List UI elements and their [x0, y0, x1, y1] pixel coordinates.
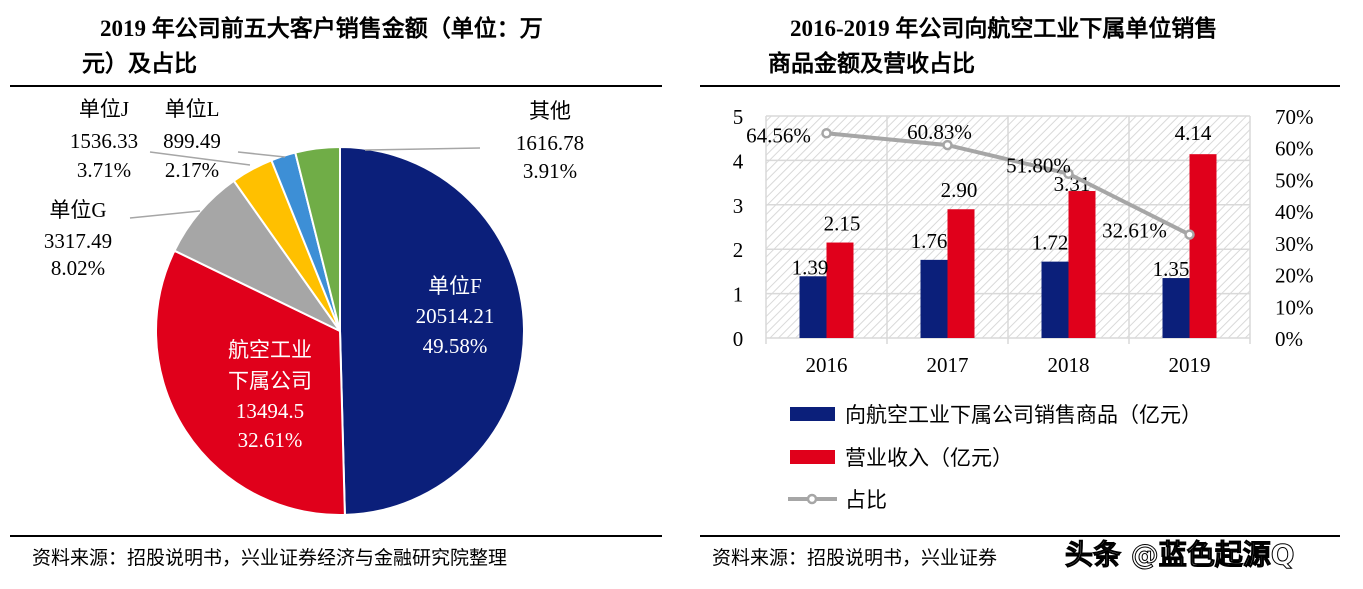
x-tick-label: 2019 — [1169, 353, 1211, 377]
bar-revenue-2018 — [1068, 191, 1096, 338]
data-label-revenue: 2.90 — [941, 178, 978, 202]
y2-tick-label: 10% — [1275, 295, 1314, 319]
bar-revenue-2019 — [1189, 154, 1217, 338]
pie-slice-1 — [155, 249, 346, 516]
pie-label-4-0: 单位L — [165, 97, 220, 121]
y2-tick-label: 30% — [1275, 232, 1314, 256]
pie-label-3-1: 1536.33 — [70, 129, 138, 153]
data-label-share: 51.80% — [1006, 154, 1071, 178]
pie-slice-2 — [173, 179, 341, 332]
y-tick-label: 2 — [733, 238, 744, 262]
pie-label-0-1: 20514.21 — [416, 304, 495, 328]
x-tick-label: 2018 — [1048, 353, 1090, 377]
right-top-rule — [700, 85, 1340, 87]
y2-tick-label: 20% — [1275, 264, 1314, 288]
pie-label-2-2: 8.02% — [51, 256, 105, 280]
pie-slice-5 — [294, 145, 341, 332]
data-label-revenue: 2.15 — [824, 212, 861, 236]
y-tick-label: 1 — [733, 283, 744, 307]
legend-label-2: 占比 — [845, 488, 887, 512]
data-label-sales: 1.39 — [792, 255, 829, 279]
pie-label-5-2: 3.91% — [523, 159, 577, 183]
y-tick-label: 0 — [733, 327, 744, 351]
bar-向航空-2019 — [1162, 278, 1190, 338]
x-tick-label: 2016 — [806, 353, 848, 377]
bar-向航空-2018 — [1041, 261, 1069, 338]
right-source: 资料来源：招股说明书，兴业证券 — [712, 548, 998, 569]
pie-label-1-0: 航空工业 — [228, 338, 312, 362]
legend-label-0: 向航空工业下属公司销售商品（亿元） — [845, 403, 1202, 427]
data-label-sales: 1.72 — [1032, 231, 1069, 255]
line-point — [1063, 168, 1074, 179]
y2-tick-label: 60% — [1275, 137, 1314, 161]
y-tick-label: 5 — [733, 105, 744, 129]
y2-tick-label: 50% — [1275, 168, 1314, 192]
leader-line-1 — [149, 151, 251, 166]
bar-向航空-2016 — [799, 276, 827, 338]
y-tick-label: 4 — [733, 149, 744, 173]
line-share — [826, 131, 1191, 237]
leader-line-3 — [364, 147, 481, 151]
right-title-line1: 2016-2019 年公司向航空工业下属单位销售 — [790, 16, 1218, 41]
legend-swatch-1 — [790, 450, 835, 464]
leader-line-0 — [129, 210, 201, 219]
bar-line-chart: 0123450%10%20%30%40%50%60%70%1.392.15201… — [733, 105, 1314, 512]
left-title-line1: 2019 年公司前五大客户销售金额（单位：万 — [100, 16, 543, 41]
right-title-line2: 商品金额及营收占比 — [768, 51, 975, 76]
pie-label-5-1: 1616.78 — [516, 131, 584, 155]
line-point — [942, 139, 953, 151]
pie-chart: 单位F 20514.21 49.58% 航空工业下属公司 13494.5 32.61% 单位… — [44, 97, 584, 516]
data-label-share: 60.83% — [907, 120, 972, 144]
x-tick-label: 2017 — [927, 353, 969, 377]
legend-label-1: 营业收入（亿元） — [845, 446, 1013, 470]
pie-label-3-0: 单位J — [79, 97, 129, 121]
pie-label-0-0: 单位F — [428, 274, 482, 298]
data-label-revenue: 4.14 — [1175, 121, 1212, 145]
pie-label-1-3: 32.61% — [238, 428, 303, 452]
bar-revenue-2016 — [826, 242, 854, 338]
data-label-share: 32.61% — [1102, 219, 1167, 243]
pie-label-3-2: 3.71% — [77, 158, 131, 182]
y2-tick-label: 0% — [1275, 327, 1303, 351]
pie-label-2-1: 3317.49 — [44, 229, 112, 253]
left-top-rule — [10, 85, 662, 87]
left-title-line2: 元）及占比 — [82, 51, 197, 76]
pie-label-1-1: 下属公司 — [228, 369, 312, 393]
left-bottom-rule — [10, 535, 662, 537]
left-source: 资料来源：招股说明书，兴业证券经济与金融研究院整理 — [32, 548, 508, 569]
legend-swatch-0 — [790, 407, 835, 421]
legend-line-marker — [806, 493, 818, 505]
data-label-share: 64.56% — [746, 123, 811, 147]
line-point — [821, 128, 832, 139]
watermark: 头条 @蓝色起源Q — [1065, 538, 1296, 572]
pie-label-4-1: 899.49 — [163, 129, 221, 153]
data-label-sales: 1.76 — [911, 229, 948, 253]
bar-向航空-2017 — [920, 259, 948, 338]
data-label-sales: 1.35 — [1153, 257, 1190, 281]
pie-label-5-0: 其他 — [529, 99, 571, 123]
bar-revenue-2017 — [947, 209, 975, 338]
y-tick-label: 3 — [733, 194, 744, 218]
right-bottom-rule — [700, 535, 1340, 537]
pie-label-0-2: 49.58% — [423, 334, 488, 358]
pie-slice-0 — [339, 145, 525, 516]
y2-tick-label: 40% — [1275, 200, 1314, 224]
pie-label-1-2: 13494.5 — [236, 399, 304, 423]
line-point — [1184, 229, 1195, 240]
pie-label-2-0: 单位G — [49, 198, 106, 222]
y2-tick-label: 70% — [1275, 105, 1314, 129]
leader-line-2 — [237, 151, 286, 158]
pie-label-4-2: 2.17% — [165, 158, 219, 182]
